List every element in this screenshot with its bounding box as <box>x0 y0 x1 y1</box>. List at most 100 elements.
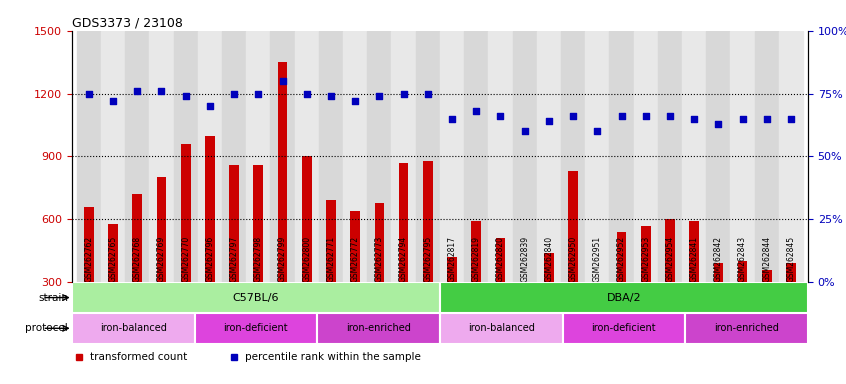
Text: iron-enriched: iron-enriched <box>346 323 411 333</box>
Text: GSM262950: GSM262950 <box>569 235 578 282</box>
Bar <box>440 313 563 344</box>
Bar <box>561 31 585 282</box>
Bar <box>350 211 360 282</box>
Bar <box>254 165 263 282</box>
Point <box>300 91 314 97</box>
Point <box>639 113 652 119</box>
Point <box>736 116 750 122</box>
Text: GSM262771: GSM262771 <box>327 236 336 282</box>
Point <box>687 116 700 122</box>
Text: GSM262952: GSM262952 <box>617 236 626 282</box>
Text: GSM262844: GSM262844 <box>762 236 772 282</box>
Bar <box>343 31 367 282</box>
Bar <box>77 31 101 282</box>
Text: GDS3373 / 23108: GDS3373 / 23108 <box>72 17 183 30</box>
Bar <box>513 31 536 282</box>
Text: C57BL/6: C57BL/6 <box>233 293 279 303</box>
Bar <box>755 31 779 282</box>
Point <box>397 91 410 97</box>
Text: GSM262843: GSM262843 <box>738 236 747 282</box>
Text: GSM262797: GSM262797 <box>229 235 239 282</box>
Text: GSM262820: GSM262820 <box>496 236 505 282</box>
Point <box>518 128 531 134</box>
Text: iron-deficient: iron-deficient <box>591 323 656 333</box>
Bar <box>229 165 239 282</box>
Text: GSM262772: GSM262772 <box>351 236 360 282</box>
Point <box>130 88 144 94</box>
Text: GSM262800: GSM262800 <box>302 236 311 282</box>
Bar <box>544 253 554 282</box>
Text: GSM262798: GSM262798 <box>254 236 263 282</box>
Text: GSM262953: GSM262953 <box>641 235 651 282</box>
Bar <box>415 31 440 282</box>
Text: protocol: protocol <box>25 323 69 333</box>
Bar <box>319 31 343 282</box>
Bar <box>488 31 513 282</box>
Point <box>107 98 120 104</box>
Text: GSM262769: GSM262769 <box>157 235 166 282</box>
Bar <box>496 238 505 282</box>
Bar <box>271 31 294 282</box>
Text: strain: strain <box>38 293 69 303</box>
Bar <box>205 136 215 282</box>
Point <box>228 91 241 97</box>
Bar <box>195 313 317 344</box>
Point <box>203 103 217 109</box>
Text: GSM262765: GSM262765 <box>108 235 118 282</box>
Bar <box>641 226 651 282</box>
Point <box>711 121 725 127</box>
Text: GSM262762: GSM262762 <box>85 236 93 282</box>
Point <box>566 113 580 119</box>
Text: GSM262770: GSM262770 <box>181 235 190 282</box>
Point <box>445 116 459 122</box>
Bar <box>464 31 488 282</box>
Point <box>542 118 556 124</box>
Bar <box>585 31 609 282</box>
Bar <box>762 270 772 282</box>
Text: transformed count: transformed count <box>91 353 188 362</box>
Bar <box>634 31 658 282</box>
Bar <box>738 261 747 282</box>
Text: GSM262951: GSM262951 <box>593 236 602 282</box>
Point <box>494 113 508 119</box>
Bar <box>786 263 796 282</box>
Text: GSM262840: GSM262840 <box>544 236 553 282</box>
Point <box>276 78 289 84</box>
Text: GSM262954: GSM262954 <box>666 235 674 282</box>
Point <box>349 98 362 104</box>
Bar <box>72 282 440 313</box>
Bar <box>173 31 198 282</box>
Point <box>372 93 386 99</box>
Point <box>82 91 96 97</box>
Bar <box>706 31 730 282</box>
Text: DBA/2: DBA/2 <box>607 293 641 303</box>
Bar <box>375 202 384 282</box>
Bar <box>609 31 634 282</box>
Bar <box>198 31 222 282</box>
Point <box>470 108 483 114</box>
Point <box>591 128 604 134</box>
Text: iron-deficient: iron-deficient <box>223 323 288 333</box>
Bar <box>448 257 457 282</box>
Text: GSM262794: GSM262794 <box>399 235 408 282</box>
Bar <box>682 31 706 282</box>
Point <box>615 113 629 119</box>
Point <box>155 88 168 94</box>
Bar <box>617 232 626 282</box>
Bar <box>689 222 699 282</box>
Bar <box>302 156 311 282</box>
Bar <box>471 222 481 282</box>
Text: GSM262839: GSM262839 <box>520 236 529 282</box>
Bar <box>367 31 392 282</box>
Text: GSM262796: GSM262796 <box>206 235 214 282</box>
Bar <box>685 313 808 344</box>
Bar <box>72 313 195 344</box>
Bar <box>277 62 288 282</box>
Bar <box>658 31 682 282</box>
Bar <box>294 31 319 282</box>
Text: GSM262799: GSM262799 <box>278 235 287 282</box>
Text: iron-enriched: iron-enriched <box>714 323 779 333</box>
Bar <box>730 31 755 282</box>
Bar <box>779 31 803 282</box>
Point <box>760 116 773 122</box>
